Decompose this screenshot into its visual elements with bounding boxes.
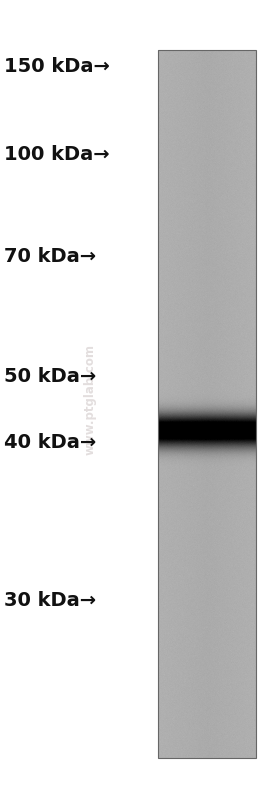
Bar — [158, 50, 256, 758]
Text: 30 kDa→: 30 kDa→ — [4, 590, 96, 610]
Text: 100 kDa→: 100 kDa→ — [4, 145, 110, 165]
Text: 40 kDa→: 40 kDa→ — [4, 432, 96, 451]
Text: 50 kDa→: 50 kDa→ — [4, 367, 96, 385]
Text: 150 kDa→: 150 kDa→ — [4, 58, 110, 77]
Text: 70 kDa→: 70 kDa→ — [4, 247, 96, 265]
Text: www.ptglab.com: www.ptglab.com — [83, 344, 97, 455]
